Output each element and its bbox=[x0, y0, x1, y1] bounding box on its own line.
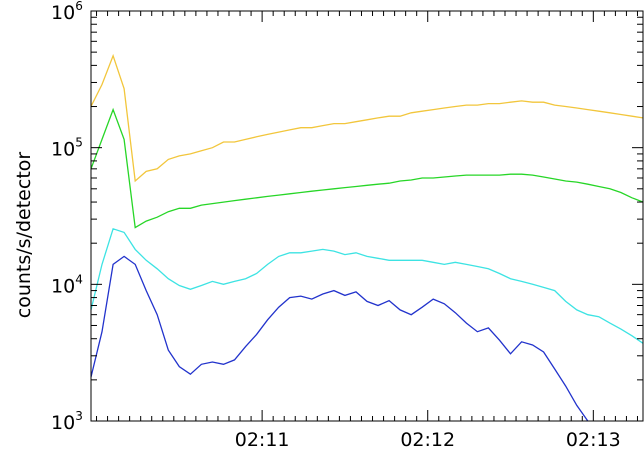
y-axis-label: counts/s/detector bbox=[13, 152, 35, 319]
labels-layer: 02:11 02:12 02:13 103 104 105 106 bbox=[51, 0, 621, 451]
x-tick-label: 02:13 bbox=[566, 429, 621, 451]
series-layer bbox=[91, 53, 643, 421]
y-tick-label: 106 bbox=[51, 0, 83, 24]
y-tick-label: 105 bbox=[51, 136, 83, 161]
x-tick-label: 02:12 bbox=[400, 429, 455, 451]
y-tick-label: 104 bbox=[51, 272, 83, 297]
series-line-4 bbox=[91, 255, 591, 421]
y-tick-label: 103 bbox=[51, 409, 83, 434]
series-line-1 bbox=[91, 53, 643, 183]
x-tick-label: 02:11 bbox=[235, 429, 290, 451]
ticks-layer bbox=[91, 10, 643, 422]
series-line-3 bbox=[91, 227, 643, 344]
series-line-2 bbox=[91, 107, 643, 229]
plot-frame bbox=[90, 10, 644, 422]
